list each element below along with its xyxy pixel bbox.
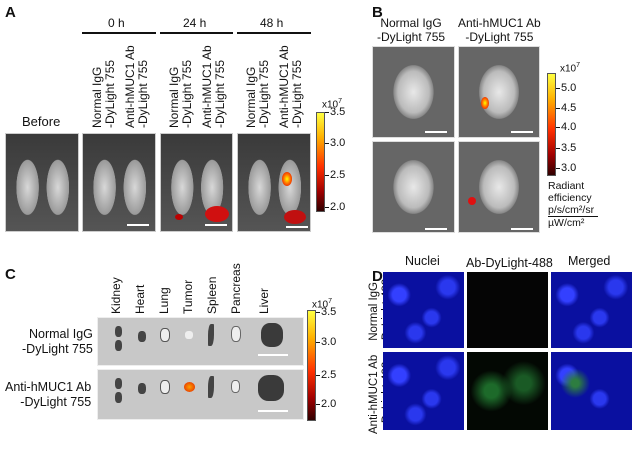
column-label: Anti-hMUC1 Ab -DyLight 755 xyxy=(458,16,541,44)
micrograph-merged xyxy=(551,352,632,430)
organ-label: Kidney xyxy=(109,277,123,314)
row-label: Anti-hMUC1 Ab -DyLight 755 xyxy=(5,380,92,409)
micrograph-nuclei xyxy=(383,352,464,430)
carcass-image xyxy=(372,141,455,233)
colorbar-tick: 4.0 xyxy=(556,121,576,133)
panel-c-label: C xyxy=(5,266,16,283)
group-label: Anti-hMUC1 Ab -DyLight 755 xyxy=(123,45,150,128)
organ-label: Pancreas xyxy=(229,263,243,314)
micrograph-nuclei xyxy=(383,272,464,348)
group-label: Normal IgG -DyLight 755 xyxy=(90,59,117,128)
colorbar-tick: 3.5 xyxy=(316,306,336,318)
colorbar-unit: Radiant efficiency p/s/cm²/sr µW/cm² xyxy=(548,180,599,229)
colorbar-tick: 4.5 xyxy=(556,102,576,114)
colorbar-tick: 3.0 xyxy=(556,162,576,174)
panel-b-label: B xyxy=(372,4,383,21)
micrograph-dylight xyxy=(467,352,548,430)
organ-label: Spleen xyxy=(205,276,219,314)
column-label: Normal IgG -DyLight 755 xyxy=(377,16,446,44)
colorbar-tick: 2.5 xyxy=(316,369,336,381)
colorbar-a xyxy=(316,112,325,212)
group-label: Normal IgG -DyLight 755 xyxy=(244,59,271,128)
unit-line: Radiant xyxy=(548,180,585,192)
row-label: Normal IgG -DyLight 755 xyxy=(22,327,93,356)
column-label: Nuclei xyxy=(405,254,440,268)
group-label: Anti-hMUC1 Ab -DyLight 755 xyxy=(277,45,304,128)
organ-label: Tumor xyxy=(181,279,195,314)
colorbar-exponent: x107 xyxy=(560,62,581,75)
divider xyxy=(82,32,156,34)
mouse-image-24h xyxy=(160,133,233,232)
organ-label: Heart xyxy=(133,284,147,314)
unit-denominator: µW/cm² xyxy=(548,217,585,229)
panel-d-label: D xyxy=(372,268,383,285)
colorbar-c xyxy=(307,310,316,421)
group-label: Normal IgG -DyLight 755 xyxy=(167,59,194,128)
divider xyxy=(237,32,311,34)
organ-label: Lung xyxy=(157,287,171,314)
colorbar-tick: 3.5 xyxy=(325,106,345,118)
colorbar-tick: 3.0 xyxy=(316,336,336,348)
organ-image-normal xyxy=(97,317,304,366)
timepoint-0h: 0 h xyxy=(108,16,125,30)
mouse-image-48h xyxy=(237,133,311,232)
mouse-image-0h xyxy=(82,133,156,232)
colorbar-tick: 2.0 xyxy=(316,398,336,410)
carcass-image xyxy=(458,46,540,138)
unit-numerator: p/s/cm²/sr xyxy=(548,204,599,217)
organ-image-anti-hmuc1 xyxy=(97,369,304,420)
carcass-image xyxy=(458,141,540,233)
carcass-image xyxy=(372,46,455,138)
colorbar-tick: 3.5 xyxy=(556,142,576,154)
colorbar-exponent: x107 xyxy=(322,98,343,111)
panel-a-label: A xyxy=(5,4,16,21)
colorbar-tick: 2.0 xyxy=(325,201,345,213)
colorbar-b xyxy=(547,73,556,176)
colorbar-exponent: x107 xyxy=(312,298,333,311)
micrograph-dylight xyxy=(467,272,548,348)
micrograph-merged xyxy=(551,272,632,348)
colorbar-tick: 2.5 xyxy=(325,169,345,181)
mouse-image-before xyxy=(5,133,79,232)
organ-label: Liver xyxy=(257,287,271,314)
colorbar-tick: 5.0 xyxy=(556,82,576,94)
column-label: Merged xyxy=(568,254,611,268)
timepoint-48h: 48 h xyxy=(260,16,284,30)
colorbar-tick: 3.0 xyxy=(325,137,345,149)
divider xyxy=(160,32,233,34)
column-label: Ab-DyLight-488 xyxy=(466,256,553,270)
group-label: Anti-hMUC1 Ab -DyLight 755 xyxy=(200,45,227,128)
timepoint-24h: 24 h xyxy=(183,16,207,30)
unit-line: efficiency xyxy=(548,192,592,204)
before-label: Before xyxy=(22,114,61,129)
